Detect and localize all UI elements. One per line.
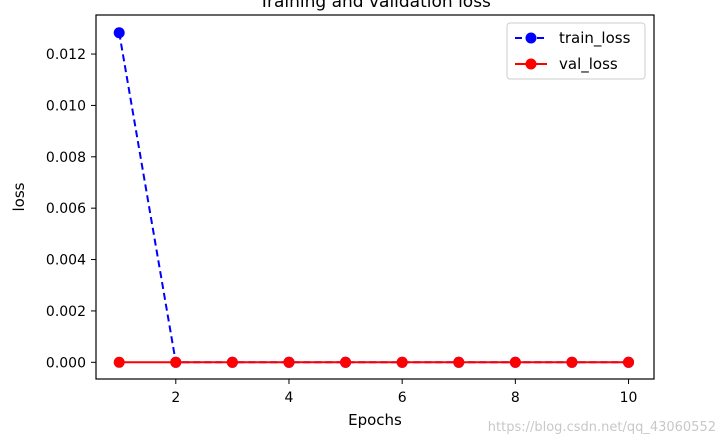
series-val_loss: [113, 356, 635, 368]
legend-marker: [525, 32, 537, 44]
legend-label: train_loss: [559, 29, 631, 48]
val_loss-point: [453, 356, 465, 368]
val_loss-point: [623, 356, 635, 368]
x-tick-label: 10: [620, 390, 638, 406]
legend-item-val_loss: val_loss: [515, 55, 618, 74]
chart-title: Training and validation loss: [258, 0, 491, 12]
legend-label: val_loss: [559, 55, 618, 74]
y-tick-label: 0.008: [46, 150, 86, 166]
y-tick-label: 0.000: [46, 355, 86, 371]
series-layer: [113, 27, 635, 368]
val_loss-point: [340, 356, 352, 368]
x-axis-label: Epochs: [348, 411, 402, 429]
x-tick-label: 2: [171, 390, 180, 406]
legend-item-train_loss: train_loss: [515, 29, 631, 48]
x-tick-label: 4: [285, 390, 294, 406]
x-tick-label: 6: [398, 390, 407, 406]
val_loss-point: [509, 356, 521, 368]
val_loss-point: [113, 356, 125, 368]
val_loss-point: [226, 356, 238, 368]
val_loss-point: [283, 356, 295, 368]
y-tick-label: 0.002: [46, 304, 86, 320]
y-tick-label: 0.006: [46, 201, 86, 217]
val_loss-point: [566, 356, 578, 368]
y-tick-label: 0.010: [46, 98, 86, 114]
y-axis-ticks: 0.000 0.002 0.004 0.006 0.008 0.010 0.012: [46, 47, 96, 371]
legend-marker: [525, 58, 537, 70]
train_loss-line: [118, 32, 629, 364]
x-axis-ticks: 2 4 6 8 10: [171, 379, 637, 406]
plot-area-frame: [95, 14, 655, 380]
x-tick-label: 8: [511, 390, 520, 406]
train_loss-point: [113, 27, 125, 39]
watermark-text: https://blog.csdn.net/qq_43060552: [488, 420, 716, 435]
val_loss-point: [170, 356, 182, 368]
y-tick-label: 0.004: [46, 253, 86, 269]
y-axis-label: loss: [10, 182, 28, 211]
val_loss-point: [396, 356, 408, 368]
y-tick-label: 0.012: [46, 47, 86, 63]
legend: train_loss val_loss: [506, 22, 646, 80]
